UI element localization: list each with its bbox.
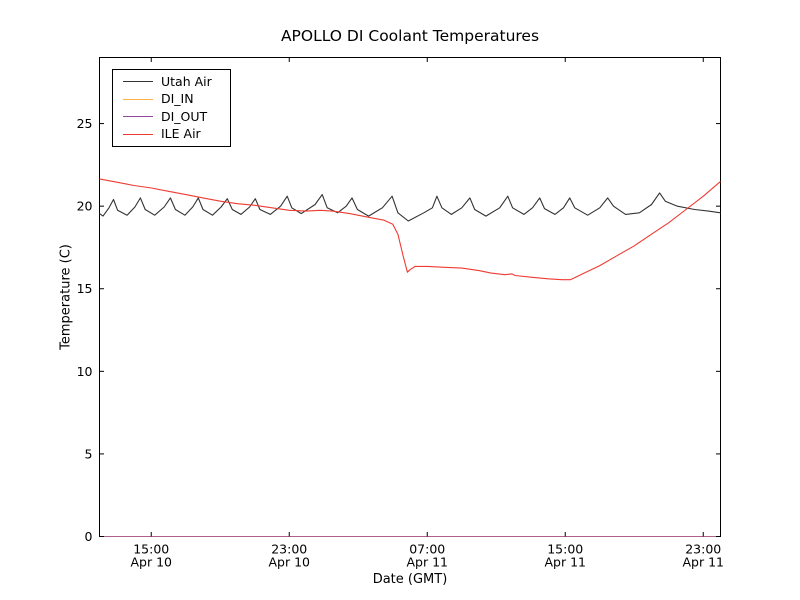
legend-line-sample-ile-air — [123, 133, 153, 135]
x-tick-label-date: Apr 11 — [682, 555, 724, 570]
x-tick-label-date: Apr 11 — [544, 555, 586, 570]
legend-entry: ILE Air — [123, 126, 230, 144]
legend-line-sample-di-out — [123, 116, 153, 118]
x-tick-label-time: 15:00 — [133, 542, 169, 557]
x-tick-label-time: 23:00 — [685, 542, 721, 557]
legend-entry: DI_OUT — [123, 108, 230, 126]
chart-title: APOLLO DI Coolant Temperatures — [280, 27, 540, 45]
legend-line-sample-di-in — [123, 98, 153, 100]
x-tick-label-date: Apr 10 — [268, 555, 310, 570]
legend: Utah Air DI_IN DI_OUT ILE Air — [112, 69, 231, 147]
y-tick-label: 20 — [77, 199, 93, 214]
y-tick-label: 0 — [85, 529, 93, 544]
legend-line-sample-utah-air — [123, 81, 153, 83]
x-tick-label-time: 07:00 — [409, 542, 445, 557]
y-tick-label: 25 — [77, 116, 93, 131]
y-axis-title: Temperature (C) — [58, 244, 74, 350]
legend-entry: DI_IN — [123, 91, 230, 109]
x-tick-label-date: Apr 11 — [406, 555, 448, 570]
series-line-utah-air — [99, 192, 721, 222]
legend-label: DI_OUT — [161, 108, 208, 124]
y-tick-label: 10 — [77, 364, 93, 379]
x-tick-label-date: Apr 10 — [130, 555, 172, 570]
y-tick-label: 15 — [77, 281, 93, 296]
legend-label: DI_IN — [161, 91, 194, 106]
legend-label: ILE Air — [161, 126, 201, 141]
legend-label: Utah Air — [161, 73, 212, 89]
series-line-ile-air — [99, 178, 721, 281]
x-tick-label-time: 15:00 — [547, 542, 583, 557]
legend-entry: Utah Air — [123, 73, 230, 91]
y-tick-label: 5 — [85, 446, 93, 461]
x-tick-label-time: 23:00 — [271, 542, 307, 557]
x-axis-title: Date (GMT) — [372, 572, 448, 587]
